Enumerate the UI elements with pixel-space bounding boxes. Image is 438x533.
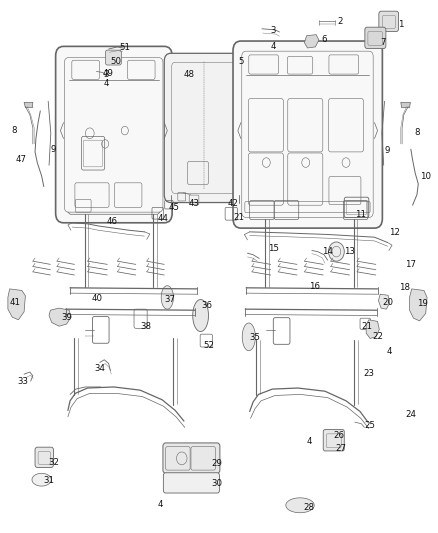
Text: 10: 10 (420, 173, 431, 181)
FancyBboxPatch shape (365, 27, 386, 49)
Text: 49: 49 (102, 69, 113, 78)
Text: 15: 15 (268, 245, 279, 253)
Text: 27: 27 (335, 445, 346, 453)
Polygon shape (242, 323, 255, 351)
Ellipse shape (328, 242, 344, 261)
Polygon shape (401, 102, 410, 108)
Text: 9: 9 (50, 145, 56, 154)
Text: 2: 2 (337, 17, 343, 26)
Text: 36: 36 (201, 301, 212, 310)
Text: 20: 20 (382, 298, 393, 307)
FancyBboxPatch shape (35, 447, 53, 467)
Text: 8: 8 (414, 128, 420, 136)
Text: 4: 4 (307, 437, 312, 446)
Text: 12: 12 (389, 229, 400, 237)
Text: 30: 30 (212, 479, 223, 488)
Text: 24: 24 (406, 410, 417, 419)
Polygon shape (32, 473, 51, 486)
Polygon shape (193, 300, 208, 332)
Text: 13: 13 (344, 247, 355, 256)
Text: 34: 34 (95, 365, 106, 373)
Polygon shape (24, 102, 33, 108)
Polygon shape (304, 35, 319, 48)
Text: 38: 38 (140, 322, 151, 330)
Text: 4: 4 (386, 348, 392, 356)
Text: 32: 32 (48, 458, 59, 466)
Polygon shape (286, 498, 314, 513)
Text: 21: 21 (233, 213, 244, 222)
Text: 39: 39 (61, 313, 72, 321)
Text: 7: 7 (380, 38, 386, 47)
Text: 19: 19 (417, 300, 428, 308)
Text: 35: 35 (250, 334, 261, 342)
Text: 14: 14 (322, 247, 333, 256)
Text: 46: 46 (107, 217, 118, 225)
FancyBboxPatch shape (106, 50, 121, 65)
Text: 4: 4 (104, 79, 110, 88)
Text: 52: 52 (203, 341, 214, 350)
Text: 45: 45 (169, 204, 180, 212)
Text: 47: 47 (15, 156, 26, 164)
Text: 23: 23 (364, 369, 374, 377)
Polygon shape (410, 289, 427, 321)
Polygon shape (8, 289, 25, 320)
Text: 29: 29 (212, 459, 223, 468)
Text: 18: 18 (399, 284, 410, 292)
Text: 16: 16 (309, 282, 320, 291)
Text: 33: 33 (18, 377, 28, 385)
Polygon shape (366, 320, 379, 338)
Polygon shape (49, 308, 71, 326)
Text: 50: 50 (110, 57, 121, 66)
Text: 42: 42 (228, 199, 239, 208)
FancyBboxPatch shape (56, 46, 172, 223)
Text: 22: 22 (372, 333, 383, 341)
Text: 25: 25 (364, 421, 375, 430)
Text: 37: 37 (164, 295, 175, 304)
Polygon shape (161, 286, 173, 309)
FancyBboxPatch shape (379, 11, 399, 31)
Text: 1: 1 (398, 20, 403, 29)
Text: 51: 51 (119, 44, 130, 52)
Polygon shape (378, 294, 390, 309)
FancyBboxPatch shape (164, 53, 245, 203)
Text: 8: 8 (11, 126, 17, 135)
Text: 43: 43 (188, 199, 199, 208)
Text: 4: 4 (158, 500, 163, 509)
Text: 40: 40 (91, 294, 102, 303)
Text: 21: 21 (361, 322, 372, 330)
Text: 31: 31 (43, 477, 54, 485)
Text: 3: 3 (270, 27, 276, 35)
Text: 11: 11 (355, 210, 366, 219)
Text: 44: 44 (158, 214, 169, 223)
FancyBboxPatch shape (163, 443, 220, 473)
Text: 3: 3 (104, 70, 110, 79)
Text: 28: 28 (303, 503, 314, 512)
Text: 48: 48 (183, 70, 194, 79)
Text: 26: 26 (333, 432, 344, 440)
Text: 5: 5 (239, 57, 244, 66)
FancyBboxPatch shape (323, 430, 344, 451)
FancyBboxPatch shape (163, 473, 219, 493)
Text: 17: 17 (405, 260, 416, 269)
Text: 6: 6 (321, 36, 327, 44)
FancyBboxPatch shape (233, 41, 382, 228)
Text: 41: 41 (10, 298, 21, 307)
Text: 4: 4 (271, 43, 276, 51)
Text: 9: 9 (384, 146, 389, 155)
